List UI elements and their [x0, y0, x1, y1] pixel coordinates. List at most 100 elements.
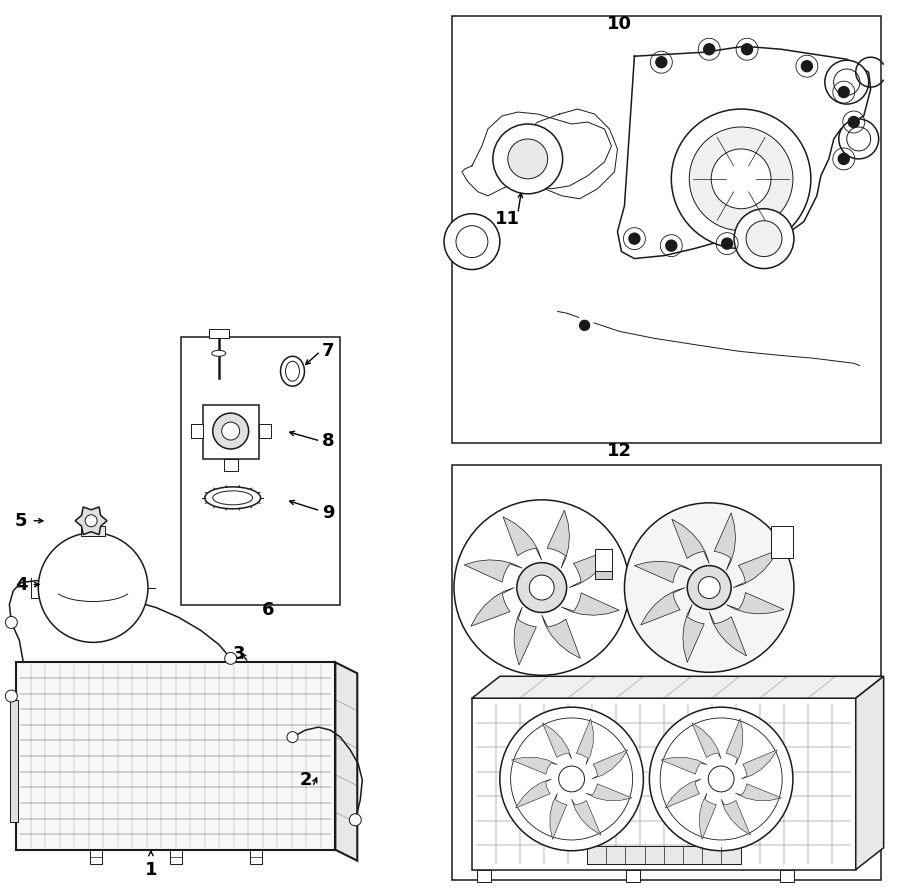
Circle shape	[698, 577, 720, 598]
Circle shape	[517, 563, 567, 613]
Ellipse shape	[285, 362, 300, 381]
Polygon shape	[734, 550, 778, 588]
Text: 6: 6	[262, 602, 274, 620]
Polygon shape	[641, 588, 685, 625]
Bar	[587, 846, 741, 864]
Bar	[779, 870, 794, 881]
Polygon shape	[503, 517, 542, 560]
Polygon shape	[514, 607, 536, 665]
Circle shape	[838, 154, 850, 164]
Polygon shape	[683, 605, 705, 663]
Bar	[249, 850, 262, 864]
Circle shape	[746, 221, 782, 256]
Circle shape	[688, 565, 731, 610]
Bar	[209, 330, 229, 338]
Circle shape	[349, 814, 361, 826]
Polygon shape	[665, 779, 701, 808]
Circle shape	[225, 653, 237, 664]
Circle shape	[625, 503, 794, 672]
Bar	[452, 16, 881, 443]
Circle shape	[650, 707, 793, 851]
Polygon shape	[671, 519, 709, 563]
Polygon shape	[721, 799, 751, 835]
Bar	[11, 700, 18, 822]
Circle shape	[711, 149, 771, 209]
Polygon shape	[572, 799, 601, 835]
Text: 1: 1	[145, 861, 158, 879]
Circle shape	[839, 119, 878, 159]
Polygon shape	[76, 507, 107, 535]
Bar	[452, 465, 881, 880]
Polygon shape	[464, 560, 522, 582]
Circle shape	[689, 127, 793, 230]
Circle shape	[529, 575, 554, 600]
Polygon shape	[634, 561, 692, 582]
Polygon shape	[726, 592, 784, 613]
Bar	[224, 459, 238, 471]
Circle shape	[559, 766, 584, 792]
Polygon shape	[617, 46, 870, 259]
Polygon shape	[471, 588, 514, 626]
Bar	[595, 571, 613, 579]
Bar	[90, 850, 102, 864]
Text: 3: 3	[232, 646, 245, 663]
Ellipse shape	[212, 350, 226, 356]
Circle shape	[708, 766, 734, 792]
Circle shape	[838, 87, 850, 97]
Polygon shape	[511, 757, 557, 774]
Polygon shape	[336, 663, 357, 861]
Circle shape	[508, 139, 548, 179]
Bar	[170, 850, 182, 864]
Bar	[477, 870, 490, 881]
Circle shape	[493, 124, 562, 194]
Bar	[181, 338, 340, 605]
Circle shape	[456, 226, 488, 257]
Circle shape	[629, 233, 640, 244]
Circle shape	[801, 61, 813, 71]
Ellipse shape	[212, 491, 253, 505]
Polygon shape	[586, 784, 632, 801]
Polygon shape	[569, 549, 613, 588]
Circle shape	[444, 213, 500, 270]
Circle shape	[742, 44, 752, 54]
Text: 11: 11	[495, 210, 520, 228]
Bar	[472, 698, 856, 870]
Circle shape	[580, 321, 590, 330]
Polygon shape	[576, 719, 593, 764]
Text: 12: 12	[607, 442, 632, 460]
Polygon shape	[543, 723, 572, 759]
Circle shape	[287, 731, 298, 743]
Polygon shape	[561, 593, 619, 615]
Circle shape	[500, 707, 644, 851]
Polygon shape	[542, 615, 580, 658]
Polygon shape	[692, 723, 721, 759]
Circle shape	[5, 690, 17, 702]
Polygon shape	[516, 779, 552, 808]
Circle shape	[671, 109, 811, 248]
Polygon shape	[591, 750, 627, 779]
Circle shape	[221, 422, 239, 440]
Polygon shape	[547, 510, 570, 568]
Bar	[626, 870, 640, 881]
Circle shape	[860, 362, 874, 375]
Circle shape	[656, 57, 667, 68]
Polygon shape	[661, 757, 707, 774]
Polygon shape	[699, 793, 716, 839]
Polygon shape	[726, 719, 742, 764]
Polygon shape	[16, 663, 336, 850]
Circle shape	[833, 69, 860, 96]
Bar	[771, 526, 793, 557]
Polygon shape	[735, 784, 781, 801]
Circle shape	[734, 209, 794, 269]
Text: 4: 4	[15, 576, 28, 594]
Text: 10: 10	[607, 15, 632, 33]
Polygon shape	[462, 112, 611, 196]
Polygon shape	[856, 676, 884, 870]
Circle shape	[666, 240, 677, 251]
Polygon shape	[550, 793, 567, 839]
Ellipse shape	[205, 487, 261, 509]
Text: 7: 7	[322, 342, 335, 360]
Bar	[202, 405, 258, 459]
Circle shape	[704, 44, 715, 54]
Circle shape	[212, 413, 248, 449]
